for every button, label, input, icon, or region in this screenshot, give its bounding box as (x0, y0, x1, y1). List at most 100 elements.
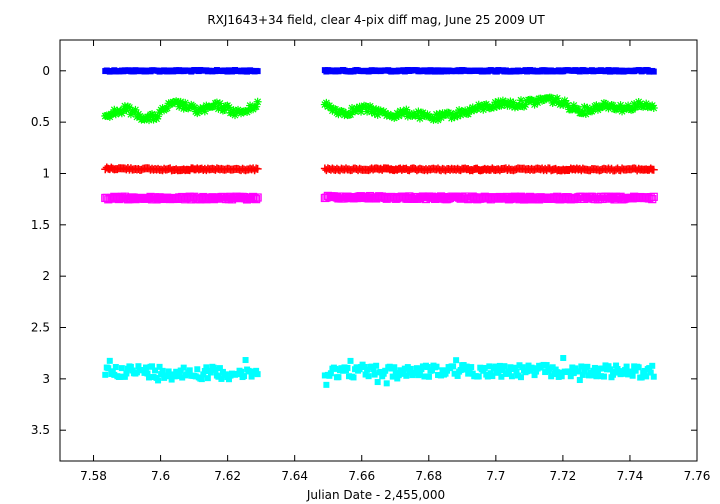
data-point (377, 368, 384, 375)
data-point (397, 110, 406, 119)
data-point (567, 373, 574, 380)
data-point (371, 371, 378, 378)
data-point (623, 363, 630, 370)
data-point (167, 371, 174, 378)
data-point (111, 110, 120, 119)
data-point (616, 101, 625, 110)
data-point (506, 97, 515, 106)
data-point (180, 364, 187, 371)
data-point (106, 357, 113, 364)
data-point (559, 100, 568, 109)
series-4 (102, 355, 657, 388)
data-point (475, 373, 482, 380)
data-point (588, 372, 595, 379)
data-point (519, 364, 526, 371)
data-point (622, 366, 629, 373)
data-point (331, 105, 340, 114)
data-point (603, 366, 610, 373)
data-point (339, 367, 346, 374)
data-point (178, 101, 187, 110)
y-tick-label: 2 (42, 269, 50, 283)
data-point (344, 364, 351, 371)
data-point (617, 371, 624, 378)
data-point (547, 93, 556, 102)
data-point (555, 373, 562, 380)
data-point (407, 365, 414, 372)
data-point (412, 370, 419, 377)
data-point (144, 370, 151, 377)
data-point (455, 106, 464, 115)
data-point (642, 99, 651, 108)
data-point (176, 371, 183, 378)
data-point (175, 102, 184, 111)
data-point (181, 98, 190, 107)
x-tick-label: 7.58 (80, 469, 107, 483)
data-point (467, 106, 476, 115)
data-point (507, 102, 516, 111)
data-point (395, 372, 402, 379)
data-point (253, 367, 260, 374)
data-point (606, 366, 613, 373)
x-tick-label: 7.66 (348, 469, 375, 483)
data-point (146, 374, 153, 381)
data-point (489, 373, 496, 380)
data-point (648, 101, 657, 110)
data-point (364, 366, 371, 373)
data-point (177, 367, 184, 374)
data-point (453, 357, 460, 364)
data-point (357, 107, 366, 116)
data-point (591, 364, 598, 371)
data-point (156, 363, 163, 370)
data-point (127, 363, 134, 370)
data-point (412, 110, 421, 119)
data-point (583, 103, 592, 112)
data-point (397, 367, 404, 374)
data-point (505, 368, 512, 375)
data-point (207, 369, 214, 376)
data-point (597, 373, 604, 380)
x-tick-label: 7.74 (617, 469, 644, 483)
data-point (451, 370, 458, 377)
data-point (370, 109, 379, 118)
data-point (489, 103, 498, 112)
data-point (511, 364, 518, 371)
data-point (611, 368, 618, 375)
data-point (624, 101, 633, 110)
data-point (254, 371, 261, 378)
data-point (480, 100, 489, 109)
data-point (439, 367, 446, 374)
data-point (392, 370, 399, 377)
data-point (400, 370, 407, 377)
data-point (335, 374, 342, 381)
data-point (102, 371, 109, 378)
series-1 (101, 93, 658, 125)
data-point (508, 373, 515, 380)
data-point (649, 192, 658, 201)
data-point (155, 377, 162, 384)
data-point (419, 363, 426, 370)
data-point (533, 98, 542, 107)
data-point (148, 110, 157, 119)
data-point (521, 100, 530, 109)
x-tick-label: 7.68 (415, 469, 442, 483)
data-point (649, 165, 658, 174)
data-point (116, 106, 125, 115)
data-point (649, 362, 656, 369)
data-point (450, 363, 457, 370)
data-point (551, 371, 558, 378)
data-point (159, 367, 166, 374)
data-point (194, 107, 203, 116)
data-point (125, 103, 134, 112)
data-point (200, 107, 209, 116)
data-point (550, 97, 559, 106)
data-point (355, 102, 364, 111)
data-point (117, 109, 126, 118)
data-point (404, 364, 411, 371)
data-point (190, 103, 199, 112)
data-point (414, 107, 423, 116)
data-point (391, 364, 398, 371)
data-point (575, 368, 582, 375)
data-point (570, 370, 577, 377)
x-axis-label: Julian Date - 2,455,000 (306, 488, 445, 502)
data-point (635, 364, 642, 371)
